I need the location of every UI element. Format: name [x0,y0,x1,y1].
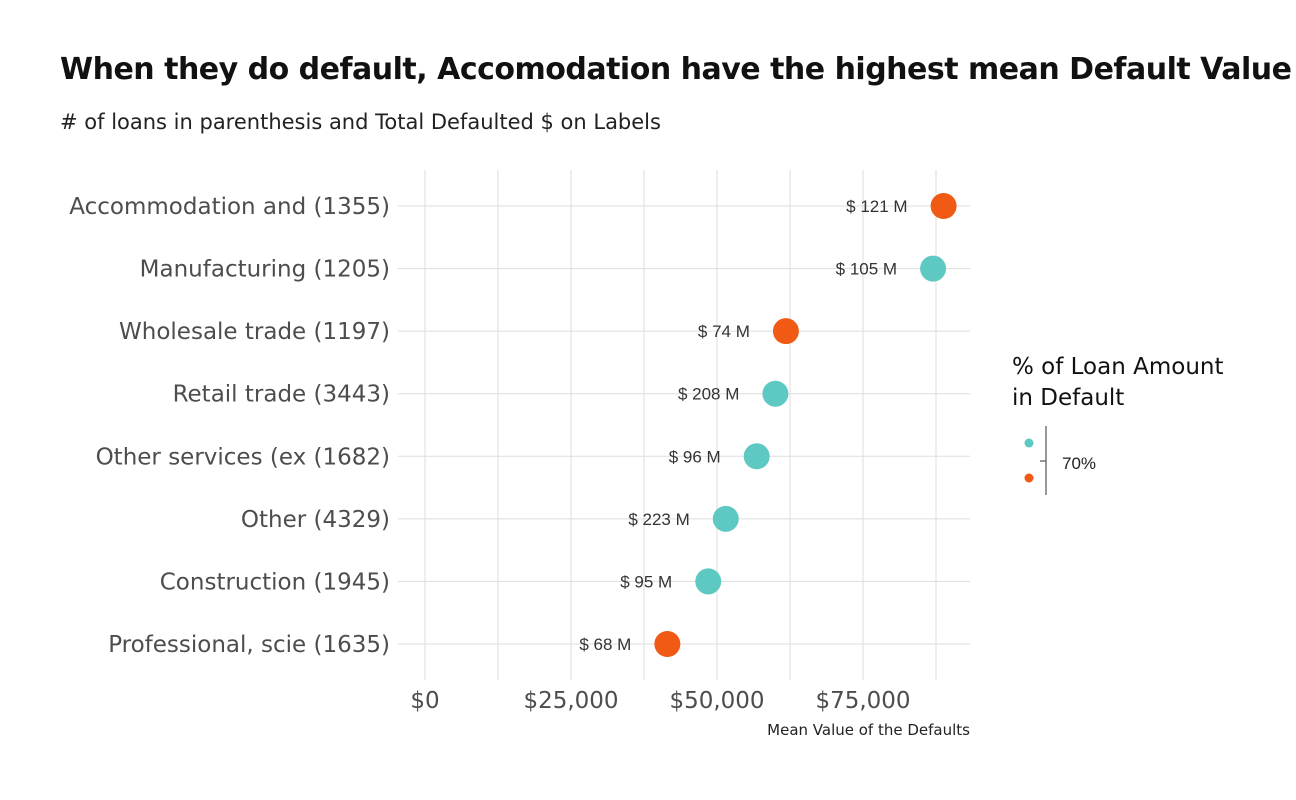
y-category-label: Wholesale trade (1197) [119,319,390,345]
legend-title: % of Loan Amount in Default [1012,352,1252,414]
axis-layer: $0 $25,000 $50,000 $75,000 Mean Value of the… [69,194,970,739]
data-point [930,193,957,219]
x-tick-label: $0 [410,688,439,714]
value-label: $ 96 M [669,447,721,466]
data-point [743,443,770,470]
value-label: $ 223 M [628,510,689,529]
value-label: $ 68 M [579,635,631,654]
y-category-label: Other (4329) [241,507,390,533]
value-label: $ 121 M [846,197,907,216]
legend-title-line-2: in Default [1012,385,1125,411]
value-label: $ 208 M [678,385,739,404]
point-layer [654,193,957,657]
value-label: $ 105 M [836,260,897,279]
value-label: $ 74 M [698,322,750,341]
data-point [762,380,789,407]
legend-key-above [1024,473,1034,483]
x-axis-title: Mean Value of the Defaults [767,721,970,739]
value-label: $ 95 M [620,572,672,591]
data-point [654,631,681,657]
legend: 70% [1024,426,1096,495]
data-point [712,505,739,532]
x-tick-label: $50,000 [669,688,764,714]
legend-key-below [1024,438,1034,448]
y-category-label: Other services (ex (1682) [96,444,390,470]
y-category-label: Professional, scie (1635) [108,632,390,658]
legend-title-line-1: % of Loan Amount [1012,354,1224,380]
data-point [772,318,799,345]
chart-title: When they do default, Accomodation have … [60,52,1292,87]
legend-label: 70% [1062,454,1096,473]
x-tick-label: $75,000 [815,688,910,714]
chart-subtitle: # of loans in parenthesis and Total Defa… [60,110,661,134]
grid-layer [398,170,970,680]
value-label-layer: $ 121 M $ 105 M $ 74 M $ 208 M $ 96 M $ 223 M… [579,197,907,654]
data-point [695,568,722,595]
x-tick-label: $25,000 [523,688,618,714]
y-category-label: Manufacturing (1205) [140,257,390,283]
data-point [920,255,947,282]
y-category-label: Retail trade (3443) [173,382,390,408]
y-category-label: Accommodation and (1355) [69,194,390,220]
y-category-label: Construction (1945) [160,569,390,595]
